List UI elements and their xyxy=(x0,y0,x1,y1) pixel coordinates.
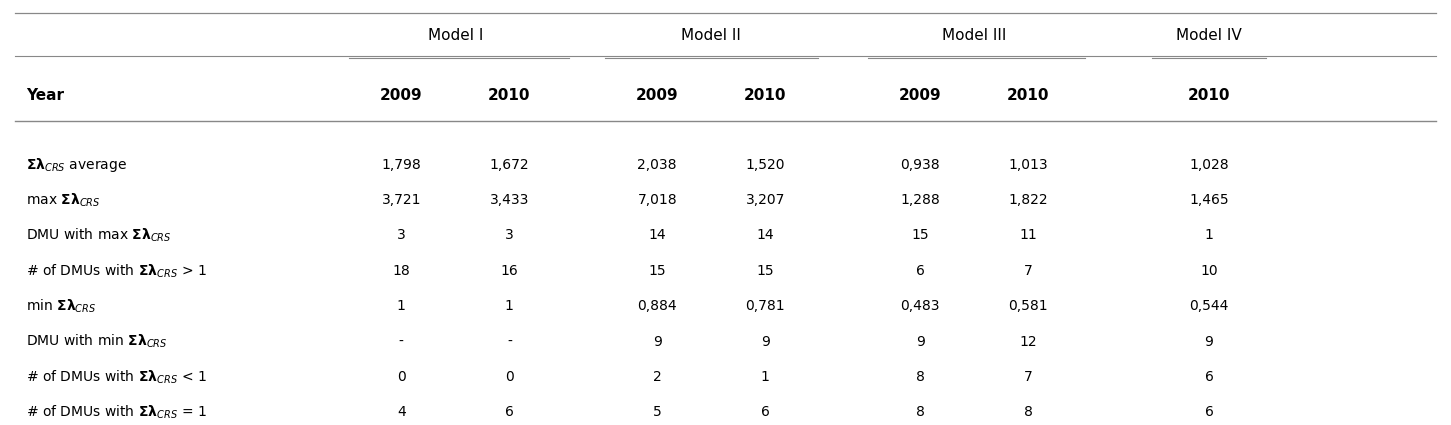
Text: 4: 4 xyxy=(398,405,406,419)
Text: 0,581: 0,581 xyxy=(1008,299,1048,313)
Text: 3,721: 3,721 xyxy=(382,193,421,207)
Text: # of DMUs with $\mathbf{\Sigma\lambda}_{CRS}$ < 1: # of DMUs with $\mathbf{\Sigma\lambda}_{… xyxy=(26,368,206,386)
Text: 3: 3 xyxy=(398,228,406,242)
Text: 2009: 2009 xyxy=(900,88,942,103)
Text: 3,433: 3,433 xyxy=(489,193,530,207)
Text: 3: 3 xyxy=(505,228,514,242)
Text: 9: 9 xyxy=(653,334,662,348)
Text: 9: 9 xyxy=(1204,334,1213,348)
Text: 1,465: 1,465 xyxy=(1190,193,1229,207)
Text: Model I: Model I xyxy=(428,28,483,43)
Text: DMU with max $\mathbf{\Sigma\lambda}_{CRS}$: DMU with max $\mathbf{\Sigma\lambda}_{CR… xyxy=(26,227,171,244)
Text: 1,288: 1,288 xyxy=(901,193,940,207)
Text: 9: 9 xyxy=(760,334,769,348)
Text: 8: 8 xyxy=(1024,405,1033,419)
Text: 7: 7 xyxy=(1024,264,1033,278)
Text: Year: Year xyxy=(26,88,64,103)
Text: 9: 9 xyxy=(916,334,924,348)
Text: -: - xyxy=(399,334,403,348)
Text: 8: 8 xyxy=(916,405,924,419)
Text: 1,028: 1,028 xyxy=(1190,158,1229,172)
Text: 2010: 2010 xyxy=(1007,88,1049,103)
Text: 2009: 2009 xyxy=(636,88,679,103)
Text: -: - xyxy=(506,334,512,348)
Text: 6: 6 xyxy=(916,264,924,278)
Text: 12: 12 xyxy=(1020,334,1037,348)
Text: 0,544: 0,544 xyxy=(1190,299,1229,313)
Text: 15: 15 xyxy=(756,264,775,278)
Text: $\mathbf{\Sigma\lambda}_{CRS}$ average: $\mathbf{\Sigma\lambda}_{CRS}$ average xyxy=(26,156,126,173)
Text: 5: 5 xyxy=(653,405,662,419)
Text: 1: 1 xyxy=(1204,228,1213,242)
Text: 0,938: 0,938 xyxy=(901,158,940,172)
Text: 3,207: 3,207 xyxy=(746,193,785,207)
Text: 1: 1 xyxy=(760,370,769,384)
Text: 6: 6 xyxy=(1204,370,1213,384)
Text: 2010: 2010 xyxy=(488,88,531,103)
Text: 1,672: 1,672 xyxy=(489,158,530,172)
Text: 7,018: 7,018 xyxy=(637,193,678,207)
Text: 2: 2 xyxy=(653,370,662,384)
Text: 18: 18 xyxy=(392,264,411,278)
Text: 0,884: 0,884 xyxy=(637,299,678,313)
Text: 1,798: 1,798 xyxy=(382,158,421,172)
Text: 2010: 2010 xyxy=(744,88,786,103)
Text: 15: 15 xyxy=(649,264,666,278)
Text: Model III: Model III xyxy=(942,28,1007,43)
Text: 10: 10 xyxy=(1200,264,1217,278)
Text: 8: 8 xyxy=(916,370,924,384)
Text: 1: 1 xyxy=(398,299,406,313)
Text: 0: 0 xyxy=(398,370,406,384)
Text: 6: 6 xyxy=(505,405,514,419)
Text: DMU with min $\mathbf{\Sigma\lambda}_{CRS}$: DMU with min $\mathbf{\Sigma\lambda}_{CR… xyxy=(26,333,167,350)
Text: Model II: Model II xyxy=(682,28,741,43)
Text: 1: 1 xyxy=(505,299,514,313)
Text: 16: 16 xyxy=(501,264,518,278)
Text: 15: 15 xyxy=(911,228,929,242)
Text: 6: 6 xyxy=(1204,405,1213,419)
Text: 2010: 2010 xyxy=(1188,88,1230,103)
Text: 11: 11 xyxy=(1020,228,1037,242)
Text: 14: 14 xyxy=(649,228,666,242)
Text: max $\mathbf{\Sigma\lambda}_{CRS}$: max $\mathbf{\Sigma\lambda}_{CRS}$ xyxy=(26,191,100,209)
Text: 7: 7 xyxy=(1024,370,1033,384)
Text: 6: 6 xyxy=(760,405,769,419)
Text: 0: 0 xyxy=(505,370,514,384)
Text: 1,822: 1,822 xyxy=(1008,193,1048,207)
Text: 2009: 2009 xyxy=(380,88,422,103)
Text: 14: 14 xyxy=(756,228,775,242)
Text: 0,781: 0,781 xyxy=(746,299,785,313)
Text: 1,520: 1,520 xyxy=(746,158,785,172)
Text: 1,013: 1,013 xyxy=(1008,158,1048,172)
Text: min $\mathbf{\Sigma\lambda}_{CRS}$: min $\mathbf{\Sigma\lambda}_{CRS}$ xyxy=(26,298,96,315)
Text: # of DMUs with $\mathbf{\Sigma\lambda}_{CRS}$ > 1: # of DMUs with $\mathbf{\Sigma\lambda}_{… xyxy=(26,262,206,280)
Text: 0,483: 0,483 xyxy=(901,299,940,313)
Text: 2,038: 2,038 xyxy=(637,158,678,172)
Text: # of DMUs with $\mathbf{\Sigma\lambda}_{CRS}$ = 1: # of DMUs with $\mathbf{\Sigma\lambda}_{… xyxy=(26,404,206,421)
Text: Model IV: Model IV xyxy=(1177,28,1242,43)
